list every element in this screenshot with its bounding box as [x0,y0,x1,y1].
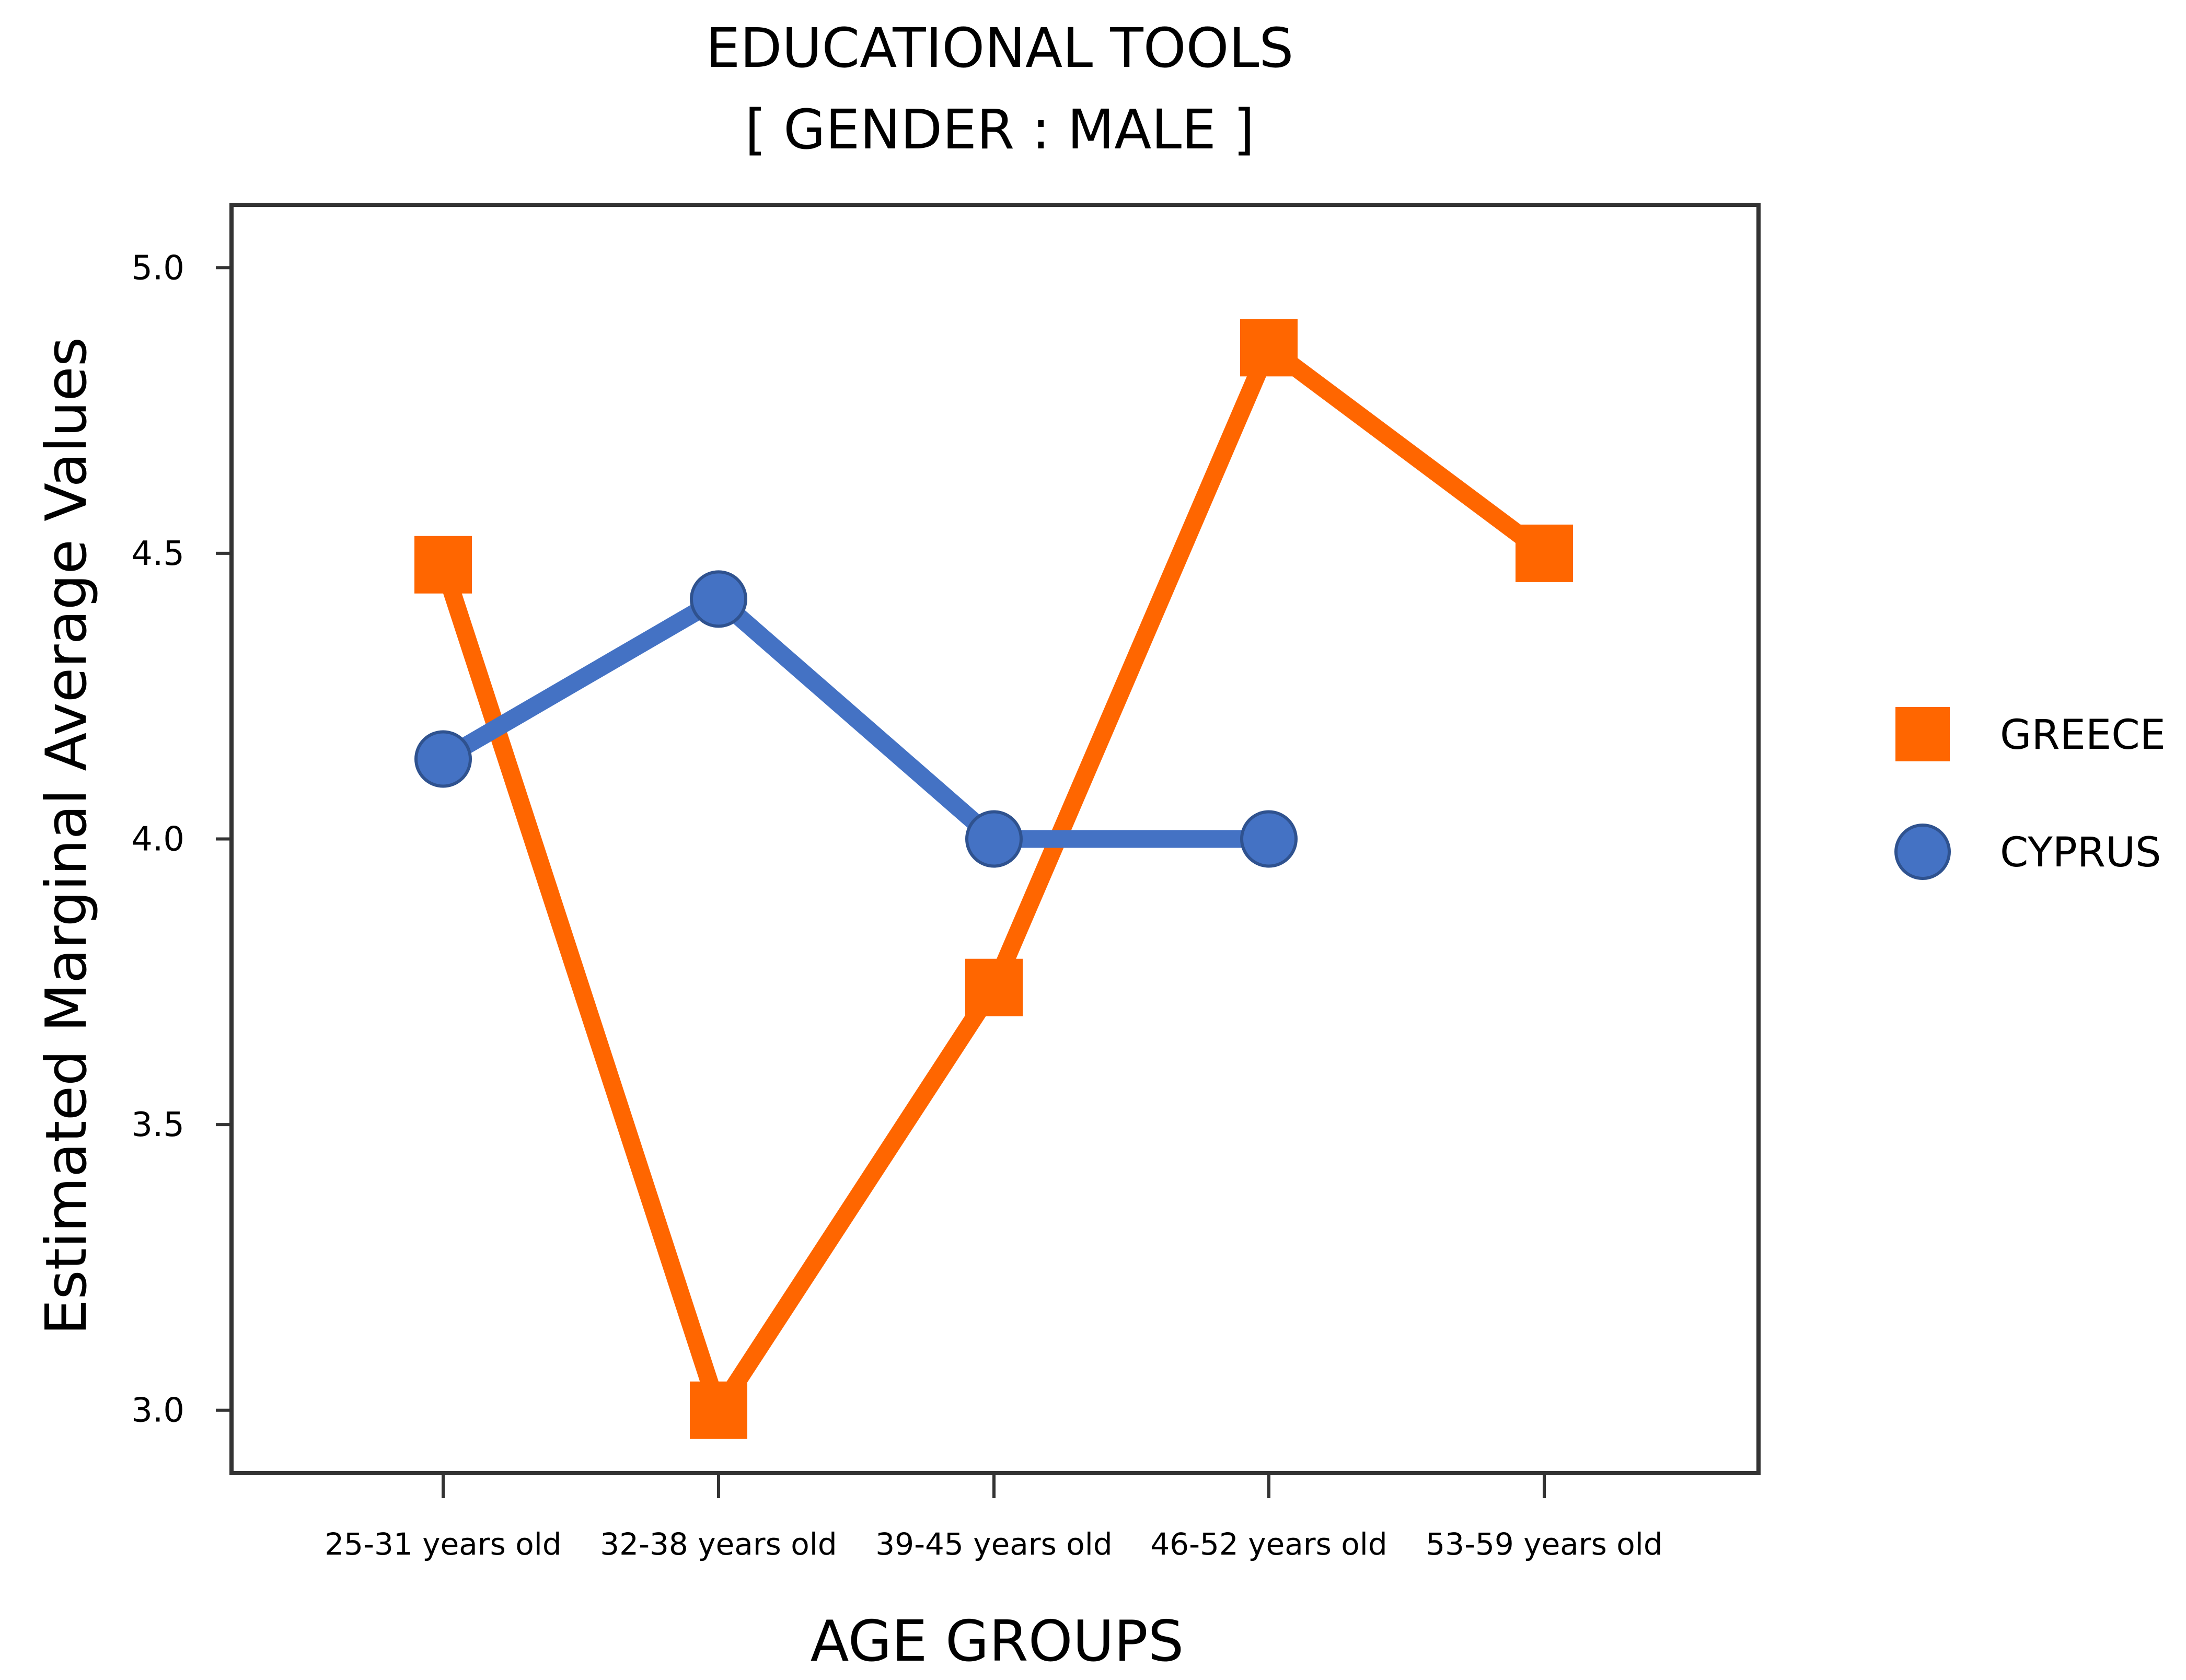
y-tick-label: 4.0 [131,820,184,859]
cyprus-point [414,730,472,788]
x-axis: 25-31 years old 32-38 years old 39-45 year… [325,1473,1663,1562]
y-axis-title: Estimated Marginal Average Values [34,337,99,1335]
series-lines [434,339,1553,1419]
x-tick-label: 46-52 years old [1150,1526,1387,1562]
greece-point [1240,319,1298,377]
x-tick-label: 39-45 years old [875,1526,1112,1562]
y-tick-label: 3.5 [131,1106,184,1144]
legend: GREECE CYPRUS [1894,707,2166,880]
greece-point [414,536,472,594]
y-axis: 3.0 3.5 4.0 4.5 5.0 [131,249,232,1430]
chart-title: EDUCATIONAL TOOLS [706,16,1294,80]
greece-point [1516,524,1573,582]
legend-cyprus-label: CYPRUS [2000,829,2161,876]
x-axis-title: AGE GROUPS [811,1609,1184,1674]
y-tick-label: 5.0 [131,249,184,287]
cyprus-point [1240,810,1298,868]
y-tick-label: 4.5 [131,535,184,573]
chart-subtitle: [ GENDER : MALE ] [745,98,1254,161]
cyprus-point [690,570,747,628]
y-tick-label: 3.0 [131,1392,184,1430]
cyprus-point [965,810,1023,868]
legend-cyprus-swatch [1894,824,1951,880]
series-markers [414,319,1573,1439]
x-tick-label: 53-59 years old [1426,1526,1662,1562]
cyprus-series-line [434,590,1278,848]
legend-greece-swatch [1895,707,1950,761]
greece-series-line [434,339,1553,1419]
x-tick-label: 25-31 years old [325,1526,561,1562]
greece-point [690,1381,747,1439]
x-tick-label: 32-38 years old [600,1526,837,1562]
greece-point [965,958,1023,1016]
legend-greece-label: GREECE [2000,712,2166,759]
